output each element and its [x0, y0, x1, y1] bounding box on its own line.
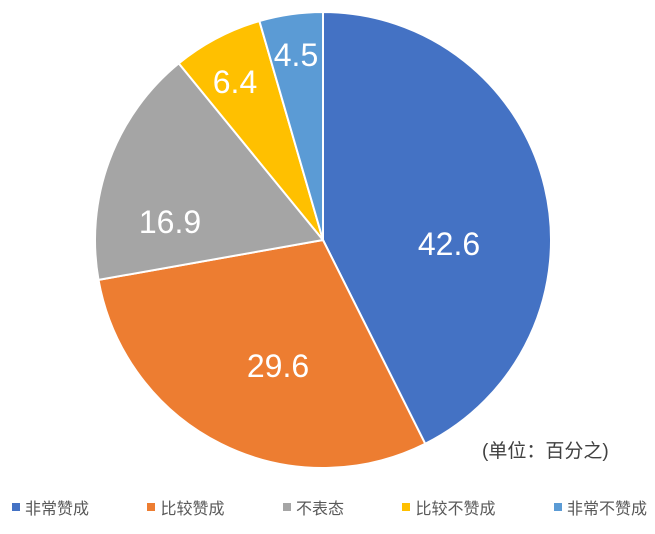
- legend-item-label: 非常不赞成: [566, 501, 647, 518]
- legend-item-label: 非常赞成: [25, 501, 90, 518]
- slice-label-2: 16.9: [139, 204, 201, 240]
- slice-label-3: 6.4: [213, 64, 257, 100]
- legend-marker-icon: [147, 503, 156, 511]
- legend-marker-icon: [553, 503, 562, 511]
- legend-marker-icon: [282, 503, 291, 511]
- legend-item-1: 比较赞成: [147, 495, 225, 519]
- pie-svg: 42.6 29.6 16.9 6.4 4.5: [94, 11, 552, 469]
- legend-item-label: 比较赞成: [160, 501, 225, 518]
- legend-item-3: 比较不赞成: [402, 495, 495, 519]
- legend-item-2: 不表态: [282, 495, 344, 519]
- legend-item-label: 比较不赞成: [415, 501, 496, 518]
- pie-slice-0: [322, 11, 552, 445]
- pie-slice-2: [94, 62, 324, 281]
- legend-marker-icon: [402, 503, 411, 511]
- slice-label-1: 29.6: [247, 348, 309, 384]
- pie-slice-4: [258, 11, 324, 241]
- pie-slice-1: [97, 239, 427, 469]
- slice-label-0: 42.6: [418, 226, 480, 262]
- legend-item-4: 非常不赞成: [553, 495, 647, 519]
- legend-item-0: 非常赞成: [12, 495, 89, 519]
- slice-label-4: 4.5: [274, 37, 318, 73]
- legend-item-label: 不表态: [295, 501, 344, 518]
- chart-legend: 非常赞成 比较赞成 不表态 比较不赞成 非常不赞成: [0, 495, 655, 519]
- unit-annotation: (单位：百分之): [482, 441, 609, 462]
- legend-marker-icon: [12, 503, 20, 511]
